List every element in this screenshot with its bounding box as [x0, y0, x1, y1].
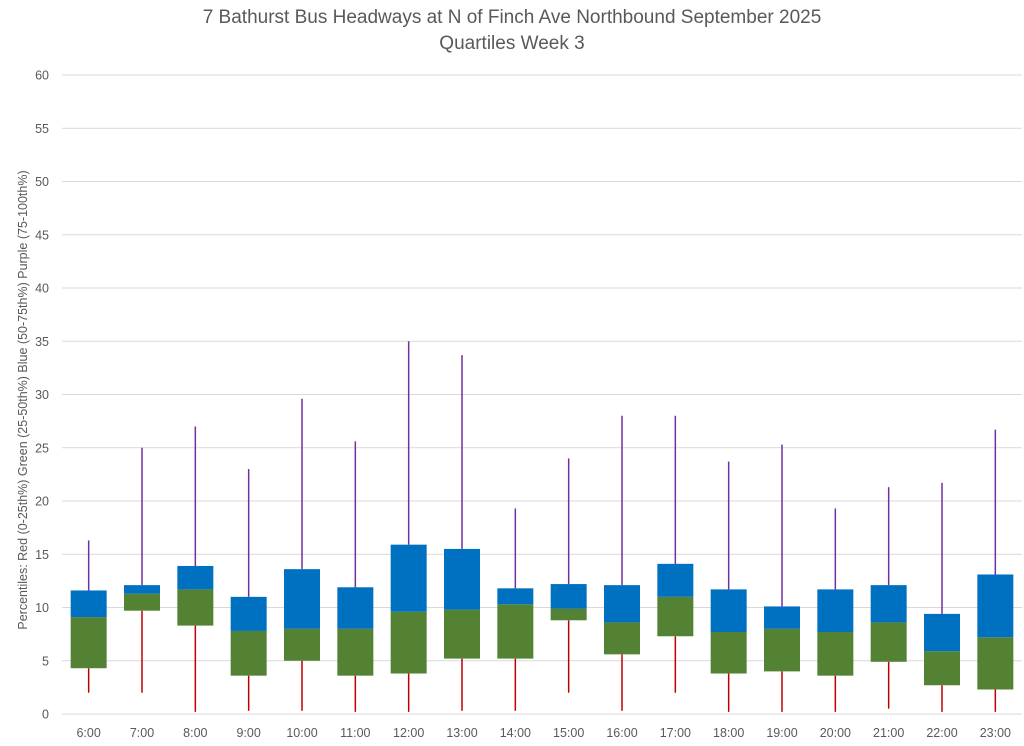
y-tick-label: 40 [35, 282, 49, 296]
chart-title: 7 Bathurst Bus Headways at N of Finch Av… [202, 7, 822, 28]
y-tick-label: 30 [35, 388, 49, 402]
box-upper-blue [337, 587, 374, 629]
x-tick-label: 11:00 [340, 726, 370, 740]
box-lower-green [390, 611, 427, 674]
x-tick-label: 20:00 [820, 726, 851, 740]
grid-layer [62, 74, 1022, 715]
x-tick-label: 14:00 [500, 726, 531, 740]
x-tick-label: 21:00 [873, 726, 904, 740]
y-tick-label: 15 [35, 548, 49, 562]
y-tick-label: 0 [42, 708, 49, 722]
x-tick-label: 15:00 [553, 726, 584, 740]
x-tick-label: 23:00 [980, 726, 1011, 740]
y-tick-label: 5 [42, 654, 49, 668]
x-tick-label: 18:00 [713, 726, 744, 740]
y-axis-label: Percentiles: Red (0-25th%) Green (25-50t… [16, 170, 30, 629]
box-upper-blue [710, 589, 747, 632]
x-tick-label: 19:00 [766, 726, 797, 740]
box-lower-green [284, 628, 320, 661]
box-lower-green [764, 628, 800, 672]
x-tick-label: 13:00 [446, 726, 477, 740]
box-upper-blue [924, 613, 960, 652]
box-upper-blue [70, 590, 107, 618]
box-lower-green [230, 630, 267, 676]
x-tick-label: 7:00 [130, 726, 154, 740]
box-lower-green [550, 608, 587, 621]
x-tick-label: 12:00 [393, 726, 424, 740]
box-lower-green [124, 593, 160, 611]
x-tick-label: 10:00 [286, 726, 317, 740]
y-tick-label: 55 [35, 122, 49, 136]
box-lower-green [70, 617, 107, 669]
box-upper-blue [124, 585, 160, 594]
x-tick-label: 8:00 [183, 726, 207, 740]
box-lower-green [604, 622, 640, 655]
box-lower-green [870, 622, 907, 662]
box-upper-blue [604, 585, 640, 623]
box-lower-green [444, 609, 480, 659]
box-upper-blue [230, 596, 267, 631]
box-upper-blue [284, 569, 320, 629]
box-upper-blue [657, 563, 694, 597]
box-upper-blue [977, 574, 1014, 638]
box-upper-blue [550, 584, 587, 609]
box-layer [70, 544, 1014, 690]
box-upper-blue [870, 585, 907, 623]
y-tick-label: 60 [35, 69, 49, 83]
y-tick-label: 25 [35, 441, 49, 455]
box-lower-green [710, 631, 747, 674]
box-lower-green [977, 637, 1014, 690]
box-upper-blue [177, 565, 214, 590]
y-tick-label: 45 [35, 228, 49, 242]
chart-subtitle: Quartiles Week 3 [439, 33, 585, 54]
box-upper-blue [764, 606, 800, 629]
box-lower-green [177, 589, 214, 626]
box-upper-blue [390, 544, 427, 612]
whisker-layer [87, 341, 997, 712]
x-tick-label: 6:00 [76, 726, 100, 740]
box-upper-blue [444, 548, 480, 610]
x-tick-label: 17:00 [660, 726, 691, 740]
box-lower-green [337, 628, 374, 676]
y-tick-label: 10 [35, 601, 49, 615]
x-tick-label: 16:00 [606, 726, 637, 740]
box-lower-green [657, 596, 694, 637]
box-lower-green [924, 651, 960, 686]
x-tick-label: 9:00 [236, 726, 260, 740]
box-lower-green [817, 631, 854, 676]
y-tick-label: 35 [35, 335, 49, 349]
y-tick-label: 20 [35, 495, 49, 509]
x-tick-label: 22:00 [926, 726, 957, 740]
label-layer: 0 5 10 15 20 25 30 35 40 45 50 55 60 6:00 7:00 8:00 9:00… [35, 69, 1011, 741]
box-upper-blue [817, 589, 854, 632]
box-lower-green [497, 604, 534, 659]
y-tick-label: 50 [35, 175, 49, 189]
box-upper-blue [497, 588, 534, 605]
